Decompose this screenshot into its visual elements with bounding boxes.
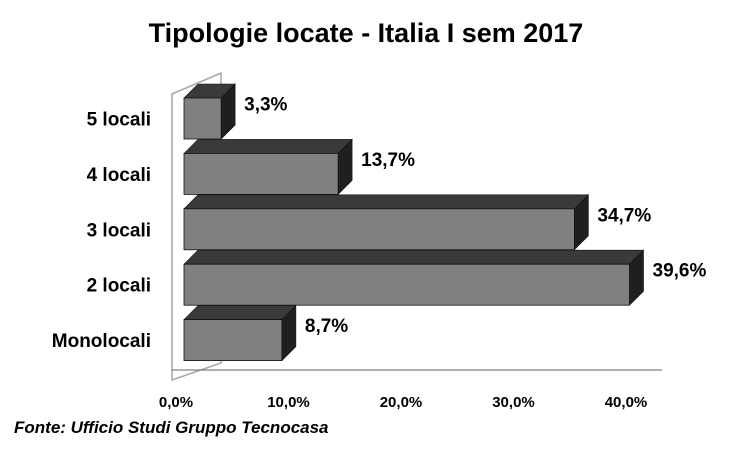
bars-group (183, 83, 645, 362)
bar-monolocali (183, 304, 297, 362)
category-label: 5 locali (87, 110, 151, 131)
x-axis-ticks: 0,0% 10,0% 20,0% 30,0% 40,0% (159, 394, 647, 411)
chart-walls (171, 71, 662, 382)
category-label: 4 locali (87, 165, 151, 186)
x-tick-label: 10,0% (267, 394, 310, 411)
bar-top-face (183, 194, 590, 210)
bar-front-face (183, 319, 283, 362)
x-tick-label: 40,0% (605, 394, 648, 411)
bar-front-face (183, 97, 222, 140)
category-label: 3 locali (87, 220, 151, 241)
bar-top-face (183, 305, 297, 320)
x-tick-label: 30,0% (492, 394, 535, 411)
bar-top-face (183, 249, 645, 265)
bar-front-face (183, 208, 575, 251)
value-label: 8,7% (305, 316, 348, 337)
category-labels: 5 locali 4 locali 3 locali 2 locali Monoloca… (52, 110, 151, 353)
category-label: 2 locali (87, 276, 151, 297)
bar-front-face (183, 263, 630, 306)
bar-front-face (183, 152, 339, 195)
source-note: Fonte: Ufficio Studi Gruppo Tecnocasa (14, 418, 329, 437)
side-wall (171, 71, 222, 382)
bar-4-locali (183, 138, 353, 196)
value-label: 13,7% (361, 150, 415, 171)
category-label: Monolocali (52, 331, 151, 352)
value-label: 34,7% (597, 205, 651, 226)
x-tick-label: 0,0% (159, 394, 193, 411)
value-label: 39,6% (653, 261, 707, 282)
bar-5-locali (183, 83, 236, 140)
chart-title: Tipologie locate - Italia I sem 2017 (148, 18, 584, 48)
value-labels: 3,3% 13,7% 34,7% 39,6% 8,7% (244, 95, 706, 338)
bar-2-locali (183, 249, 645, 306)
value-label: 3,3% (244, 95, 287, 116)
bar-top-face (183, 139, 353, 154)
bar-3-locali (183, 194, 590, 251)
x-tick-label: 20,0% (380, 394, 423, 411)
